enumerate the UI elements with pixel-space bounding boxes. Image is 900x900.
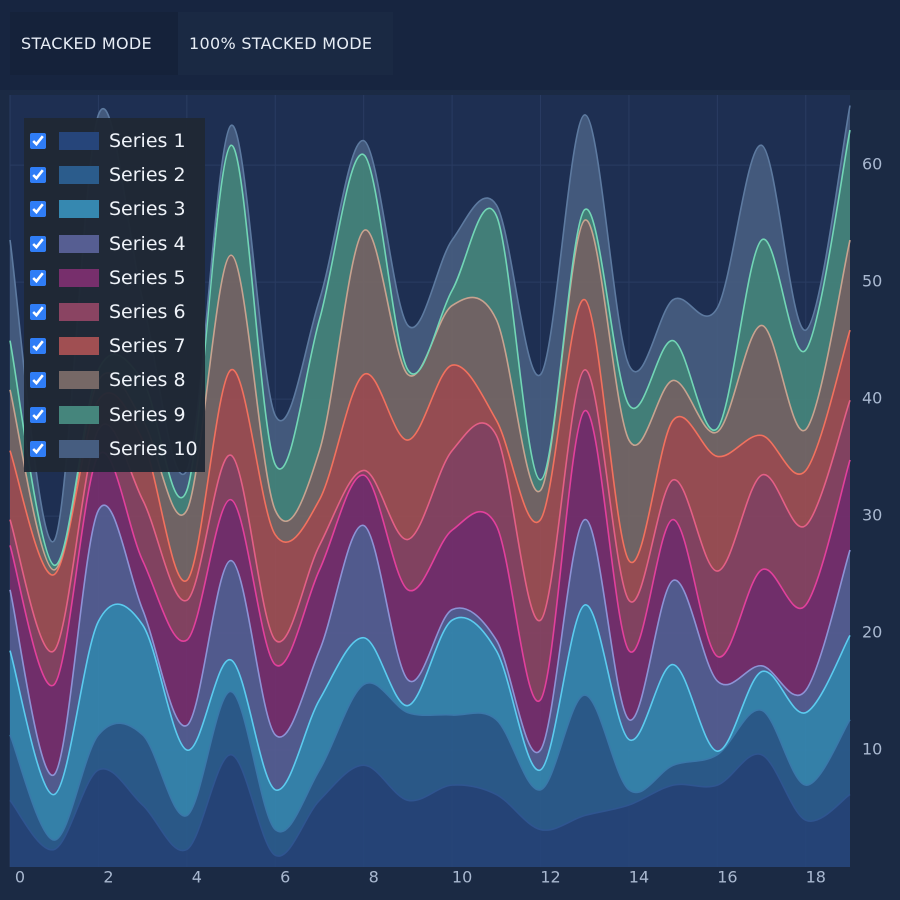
legend-swatch [59,405,99,424]
x-tick-label: 0 [15,868,25,887]
legend-checkbox[interactable] [30,235,46,252]
legend-label: Series 8 [109,369,186,392]
x-tick-label: 18 [806,868,826,887]
legend-swatch [59,337,99,356]
legend-checkbox[interactable] [30,133,46,150]
legend-item: Series 9 [24,398,205,432]
legend-item: Series 1 [24,124,205,158]
y-tick-label: 20 [862,623,882,642]
mode-button[interactable]: 100% STACKED MODE [178,12,393,75]
legend-swatch [59,268,99,287]
y-tick-label: 60 [862,155,882,174]
legend-checkbox[interactable] [30,167,46,184]
x-tick-label: 2 [103,868,113,887]
legend-item: Series 5 [24,261,205,295]
legend-checkbox[interactable] [30,372,46,389]
x-tick-label: 10 [452,868,472,887]
y-tick-label: 10 [862,740,882,759]
area-line [9,682,851,841]
legend-label: Series 10 [109,437,198,460]
area [10,604,850,841]
legend-swatch [59,439,99,458]
legend-checkbox[interactable] [30,269,46,286]
legend-item: Series 10 [24,432,205,466]
legend-label: Series 9 [109,403,186,426]
legend-swatch [59,234,99,253]
x-tick-label: 12 [540,868,560,887]
legend-label: Series 3 [109,198,186,221]
legend-swatch [59,303,99,322]
x-tick-label: 14 [629,868,649,887]
x-tick-label: 8 [369,868,379,887]
legend-item: Series 8 [24,363,205,397]
area-line [9,504,851,776]
area [10,505,850,795]
legend-swatch [59,132,99,151]
legend-label: Series 5 [109,266,186,289]
legend-swatch [59,166,99,185]
y-tick-label: 40 [862,389,882,408]
legend-checkbox[interactable] [30,440,46,457]
toolbar: STACKED MODE 100% STACKED MODE [0,0,900,90]
area [10,682,850,857]
area-line [9,603,851,796]
x-tick-label: 4 [192,868,202,887]
area-line [9,753,851,857]
legend-label: Series 4 [109,232,186,255]
legend-checkbox[interactable] [30,201,46,218]
legend-item: Series 3 [24,192,205,226]
legend-label: Series 1 [109,130,186,153]
area [10,753,850,867]
legend-label: Series 7 [109,335,186,358]
area [10,219,850,582]
legend-item: Series 7 [24,329,205,363]
legend-checkbox[interactable] [30,406,46,423]
legend-item: Series 2 [24,158,205,192]
area-line [9,369,851,653]
legend-checkbox[interactable] [30,304,46,321]
legend-item: Series 6 [24,295,205,329]
x-tick-label: 16 [717,868,737,887]
area-line [9,409,851,702]
legend-item: Series 4 [24,227,205,261]
y-tick-label: 50 [862,272,882,291]
y-tick-label: 30 [862,506,882,525]
legend-label: Series 2 [109,164,186,187]
area [10,410,850,776]
area [10,105,850,566]
legend-swatch [59,371,99,390]
area [10,369,850,702]
mode-button[interactable]: STACKED MODE [10,12,178,75]
legend-checkbox[interactable] [30,338,46,355]
legend: Series 1 Series 2 Series 3 Series 4 Series 5… [24,118,205,472]
legend-label: Series 6 [109,301,186,324]
area [10,130,850,570]
x-tick-label: 6 [280,868,290,887]
legend-swatch [59,200,99,219]
area [10,299,850,652]
